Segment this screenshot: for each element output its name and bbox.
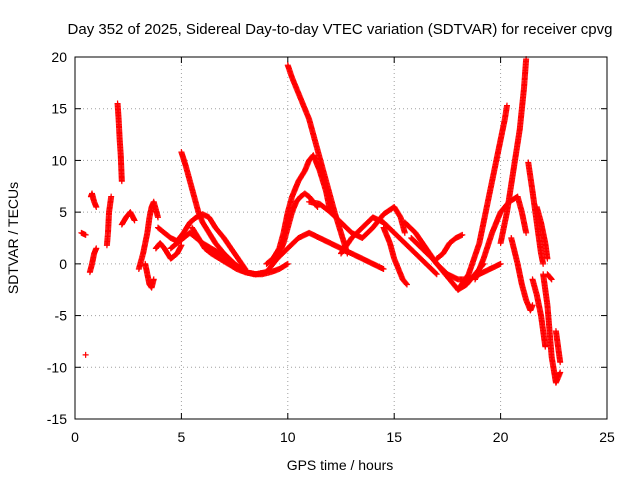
data-point <box>557 369 564 376</box>
y-tick-label: 10 <box>51 152 67 168</box>
data-point <box>118 178 125 185</box>
data-point <box>82 231 89 238</box>
y-tick-label: -15 <box>47 411 67 427</box>
x-tick-label: 20 <box>493 429 509 445</box>
data-point <box>497 260 504 267</box>
data-point <box>544 255 551 262</box>
data-point <box>432 270 439 277</box>
chart-title: Day 352 of 2025, Sidereal Day-to-day VTE… <box>68 21 613 38</box>
data-point <box>380 266 387 273</box>
axis-ticks: 0 5 10 15 20 25 -15 -10 -5 0 5 10 15 20 <box>47 49 615 445</box>
x-axis-title: GPS time / hours <box>287 457 394 473</box>
x-tick-label: 5 <box>178 429 186 445</box>
data-point <box>542 343 549 350</box>
data-point <box>403 280 410 287</box>
y-tick-label: 0 <box>59 256 67 272</box>
x-tick-label: 0 <box>71 429 79 445</box>
data-point <box>82 351 89 358</box>
data-point <box>503 102 510 109</box>
x-tick-label: 15 <box>386 429 402 445</box>
y-tick-label: -5 <box>55 308 68 324</box>
data-point <box>557 359 564 366</box>
data-point <box>131 217 138 224</box>
y-tick-label: 15 <box>51 101 67 117</box>
data-point <box>401 229 408 236</box>
y-tick-label: 5 <box>59 204 67 220</box>
data-point <box>154 214 161 221</box>
y-tick-label: 20 <box>51 49 67 65</box>
data-point <box>548 276 555 283</box>
data-point <box>403 281 410 288</box>
x-tick-label: 25 <box>599 429 615 445</box>
data-point <box>284 260 291 267</box>
data-point <box>540 260 547 267</box>
x-tick-label: 10 <box>280 429 296 445</box>
data-point <box>547 275 554 282</box>
data-point <box>93 203 100 210</box>
y-tick-label: -10 <box>47 359 67 375</box>
data-points <box>78 56 564 386</box>
data-point <box>93 245 100 252</box>
data-point <box>283 261 290 268</box>
y-axis-title: SDTVAR / TECUs <box>5 182 21 294</box>
data-point <box>433 271 440 278</box>
data-point <box>108 193 115 200</box>
data-point <box>459 231 466 238</box>
plot-frame <box>74 56 608 420</box>
data-point <box>178 242 185 249</box>
data-point <box>529 302 536 309</box>
data-point <box>150 276 157 283</box>
data-point <box>523 229 530 236</box>
